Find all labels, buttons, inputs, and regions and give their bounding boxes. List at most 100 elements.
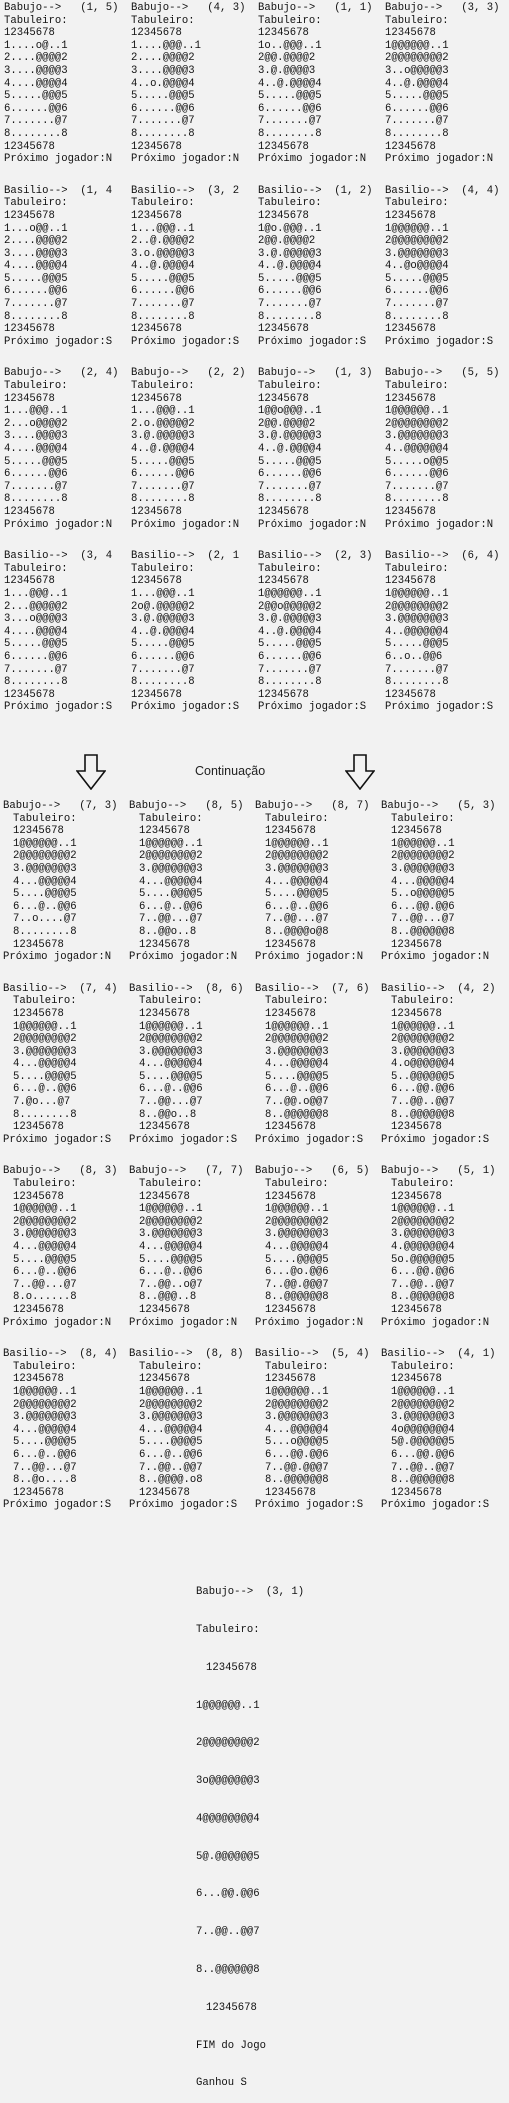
board-row: 8........8	[131, 311, 254, 324]
board-row: 3.@@@@@@@3	[129, 863, 252, 876]
board-row: 6...@@.@@6	[381, 1449, 504, 1462]
column-numbers-top: 12345678	[129, 825, 252, 838]
board-row: 6...@@.@@6	[381, 901, 504, 914]
board-row: 7.......@7	[131, 115, 254, 128]
group-spacer	[0, 531, 509, 550]
board-block: Babujo--> (2, 4) Tabuleiro: 12345678 1...@@…	[0, 367, 127, 531]
column-numbers-bottom: 12345678	[129, 1121, 252, 1134]
board-block: Babujo--> (7, 3) Tabuleiro: 12345678 1@@@@@…	[0, 800, 126, 964]
board-row: 6......@@6	[131, 651, 254, 664]
group-spacer	[0, 1146, 509, 1165]
board-label: Tabuleiro:	[385, 380, 508, 393]
board-row: 1@@@@@@..1	[385, 223, 508, 236]
column-numbers-bottom: 12345678	[131, 141, 254, 154]
board-row: 4..@o@@@@4	[385, 260, 508, 273]
board-row: 5..@@@@@@5	[381, 1071, 504, 1084]
final-row: 1@@@@@@..1	[196, 1700, 304, 1713]
board-row: 3.@@@@@@@3	[381, 1411, 504, 1424]
board-row: 7..@@...@7	[3, 1462, 126, 1475]
board-row: 5.....@@@5	[258, 273, 381, 286]
board-row: 8..@@@@.o8	[129, 1474, 252, 1487]
board-row: 4....@@@@4	[4, 626, 127, 639]
board-row: 6...@..@@6	[3, 1266, 126, 1279]
column-numbers-top: 12345678	[385, 575, 508, 588]
board-row: 5.....@@@5	[131, 90, 254, 103]
board-row: 2@@@@@@@@2	[255, 850, 378, 863]
board-row: 7.......@7	[131, 481, 254, 494]
column-numbers-bottom: 12345678	[381, 939, 504, 952]
board-row: 3.@@@@@@@3	[255, 1046, 378, 1059]
board-row: 6......@@6	[4, 468, 127, 481]
move-header: Basilio--> (1, 2)	[258, 185, 381, 198]
board-row: 6...@..@@6	[129, 1449, 252, 1462]
board-row: 3.@@@@@@@3	[129, 1411, 252, 1424]
board-row: 3.@.@@@@@3	[258, 613, 381, 626]
move-header: Basilio--> (3, 2	[131, 185, 254, 198]
board-row: 7.......@7	[131, 664, 254, 677]
final-cols-bottom: 12345678	[196, 2002, 304, 2015]
board-block: Basilio--> (7, 6) Tabuleiro: 12345678 1@@@@…	[252, 983, 378, 1147]
move-header: Babujo--> (7, 3)	[3, 800, 126, 813]
next-player: Próximo jogador:S	[258, 336, 381, 349]
move-header: Babujo--> (4, 3)	[131, 2, 254, 15]
column-numbers-bottom: 12345678	[381, 1304, 504, 1317]
board-row: 3.@.@@@@@3	[258, 430, 381, 443]
board-row: 8........8	[4, 128, 127, 141]
game-log-part-1: Babujo--> (1, 5) Tabuleiro: 12345678 1....o…	[0, 2, 509, 714]
board-row: 6......@@6	[258, 651, 381, 664]
board-row: 7..@@..@@7	[129, 1462, 252, 1475]
board-row-group: Babujo--> (1, 5) Tabuleiro: 12345678 1....o…	[0, 2, 509, 166]
column-numbers-top: 12345678	[4, 393, 127, 406]
board-row: 5..o@@@@@5	[381, 888, 504, 901]
board-block: Babujo--> (1, 1) Tabuleiro: 12345678 1o..@@…	[254, 2, 381, 166]
board-block: Basilio--> (2, 1 Tabuleiro: 12345678 1...@@…	[127, 550, 254, 714]
board-row: 8........8	[3, 1109, 126, 1122]
board-row: 4..@.@@@@4	[385, 78, 508, 91]
board-row: 6..o..@@6	[385, 651, 508, 664]
board-block: Babujo--> (1, 5) Tabuleiro: 12345678 1....o…	[0, 2, 127, 166]
board-row: 5.....@@@5	[131, 456, 254, 469]
column-numbers-top: 12345678	[131, 210, 254, 223]
board-row: 3.@@@@@@@3	[255, 1228, 378, 1241]
column-numbers-bottom: 12345678	[258, 689, 381, 702]
board-row: 2@@@@@@@@2	[129, 1216, 252, 1229]
board-row: 1@@@@@@..1	[3, 1203, 126, 1216]
board-row: 5o.@@@@@@5	[381, 1254, 504, 1267]
move-header: Basilio--> (7, 4)	[3, 983, 126, 996]
board-row: 7.......@7	[4, 481, 127, 494]
column-numbers-top: 12345678	[381, 1191, 504, 1204]
board-block: Basilio--> (5, 4) Tabuleiro: 12345678 1@@@@…	[252, 1348, 378, 1512]
column-numbers-bottom: 12345678	[258, 141, 381, 154]
board-row: 4...@@@@@4	[381, 876, 504, 889]
board-row: 7..o....@7	[3, 913, 126, 926]
board-row: 8..@@@@@@8	[381, 926, 504, 939]
board-row: 3.@@@@@@@3	[385, 613, 508, 626]
board-row: 2....@@@@2	[4, 52, 127, 65]
board-row: 6......@@6	[385, 468, 508, 481]
column-numbers-bottom: 12345678	[385, 141, 508, 154]
column-numbers-top: 12345678	[255, 1191, 378, 1204]
board-row: 8..@@@..8	[129, 1291, 252, 1304]
board-row: 4...@@@@@4	[129, 1241, 252, 1254]
final-row: 2@@@@@@@@2	[196, 1737, 304, 1750]
board-row: 5....@@@@5	[129, 1436, 252, 1449]
board-block: Basilio--> (4, 1) Tabuleiro: 12345678 1@@@@…	[378, 1348, 504, 1512]
board-row: 2@@@@@@@@2	[255, 1216, 378, 1229]
board-row: 3.@@@@@@@3	[129, 1046, 252, 1059]
move-header: Basilio--> (4, 2)	[381, 983, 504, 996]
board-label: Tabuleiro:	[255, 813, 378, 826]
board-row: 1...@@@..1	[4, 588, 127, 601]
board-row: 2@@@@@@@@2	[381, 850, 504, 863]
board-label: Tabuleiro:	[3, 1178, 126, 1191]
column-numbers-bottom: 12345678	[255, 1304, 378, 1317]
move-header: Babujo--> (2, 2)	[131, 367, 254, 380]
board-row: 8........8	[258, 311, 381, 324]
board-row: 1....@@@..1	[131, 40, 254, 53]
board-row: 7..@@..@@7	[381, 1279, 504, 1292]
next-player: Próximo jogador:N	[381, 1317, 504, 1330]
next-player: Próximo jogador:S	[255, 1499, 378, 1512]
column-numbers-bottom: 12345678	[129, 939, 252, 952]
board-row: 7..@@...@7	[3, 1279, 126, 1292]
board-row: 2@@@@@@@@2	[129, 850, 252, 863]
move-header: Babujo--> (1, 1)	[258, 2, 381, 15]
